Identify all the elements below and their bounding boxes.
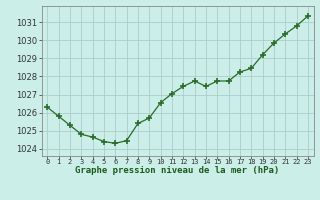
X-axis label: Graphe pression niveau de la mer (hPa): Graphe pression niveau de la mer (hPa) (76, 166, 280, 175)
